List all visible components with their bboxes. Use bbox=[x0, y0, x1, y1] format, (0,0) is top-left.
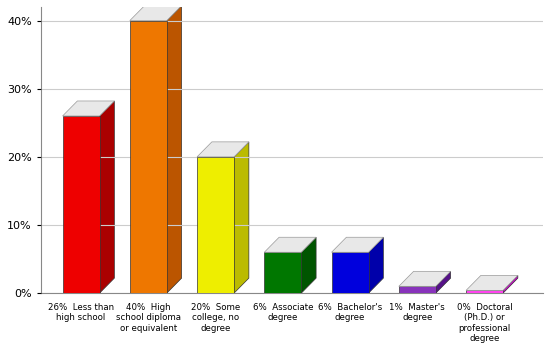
Polygon shape bbox=[100, 101, 114, 293]
Polygon shape bbox=[265, 252, 301, 293]
Polygon shape bbox=[197, 142, 249, 157]
Polygon shape bbox=[332, 252, 368, 293]
Polygon shape bbox=[63, 116, 100, 293]
Polygon shape bbox=[167, 6, 182, 293]
Polygon shape bbox=[234, 142, 249, 293]
Polygon shape bbox=[63, 101, 114, 116]
Polygon shape bbox=[436, 271, 450, 293]
Polygon shape bbox=[332, 237, 383, 252]
Polygon shape bbox=[466, 290, 503, 293]
Polygon shape bbox=[399, 286, 436, 293]
Polygon shape bbox=[301, 237, 316, 293]
Polygon shape bbox=[130, 21, 167, 293]
Polygon shape bbox=[197, 157, 234, 293]
Polygon shape bbox=[466, 275, 518, 290]
Polygon shape bbox=[368, 237, 383, 293]
Polygon shape bbox=[265, 237, 316, 252]
Polygon shape bbox=[130, 6, 182, 21]
Polygon shape bbox=[399, 271, 450, 286]
Polygon shape bbox=[503, 275, 518, 293]
